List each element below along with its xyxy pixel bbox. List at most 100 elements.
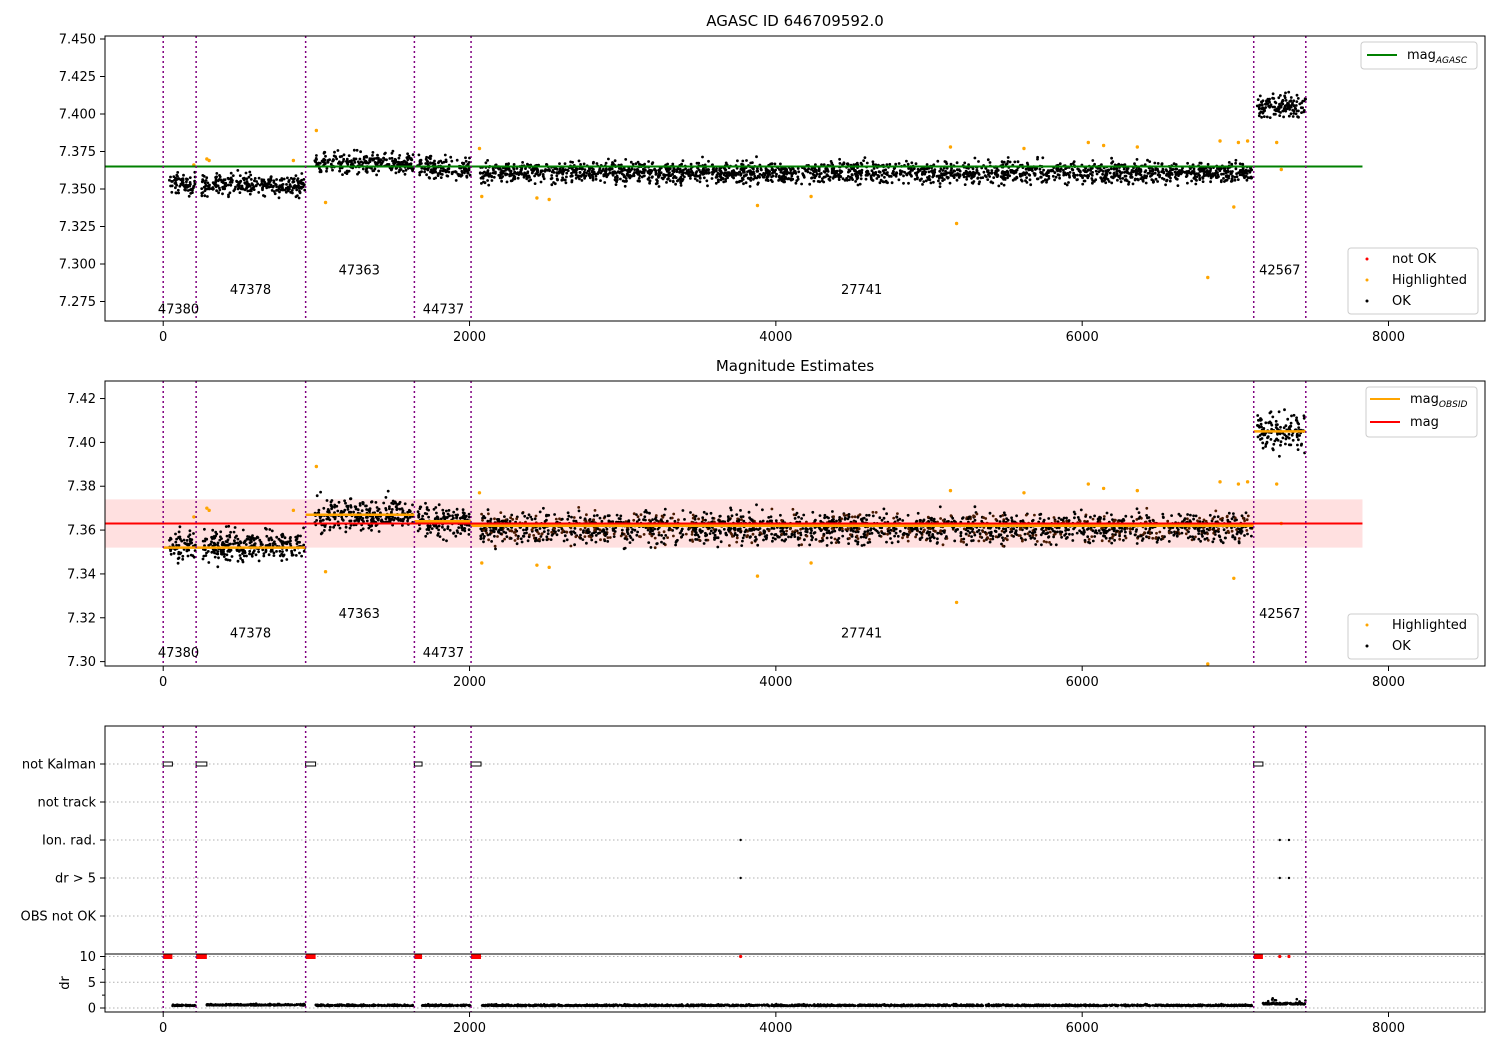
ok-point <box>1047 177 1051 180</box>
ok-point <box>428 525 432 529</box>
ok-point <box>1040 171 1044 174</box>
ok-point <box>429 170 432 174</box>
ok-point <box>390 168 393 172</box>
ok-point <box>398 154 402 157</box>
ok-point <box>329 500 333 504</box>
ok-point <box>936 537 939 541</box>
ok-point <box>280 177 284 180</box>
ok-point <box>441 508 445 512</box>
ok-point <box>1124 170 1128 174</box>
ok-point <box>1293 104 1296 108</box>
ok-point <box>217 556 220 560</box>
ok-point <box>562 170 566 173</box>
ok-point <box>1047 174 1051 178</box>
ok-point <box>1024 171 1028 175</box>
ok-point <box>619 170 622 174</box>
ok-point <box>280 183 284 187</box>
ok-point <box>1246 532 1249 536</box>
ok-point <box>455 507 459 511</box>
ok-point <box>529 515 533 519</box>
ok-point <box>182 173 185 177</box>
ok-point <box>338 160 341 164</box>
ok-point <box>1151 167 1154 171</box>
ok-point <box>1201 176 1204 179</box>
ok-point <box>593 509 597 512</box>
ok-point <box>455 529 459 533</box>
ok-point <box>623 175 627 179</box>
ok-point <box>698 176 702 180</box>
ok-point <box>698 180 702 184</box>
ok-point <box>1143 531 1146 534</box>
ok-point <box>689 167 693 171</box>
ok-point <box>331 159 335 162</box>
ok-point <box>667 168 671 172</box>
ok-point <box>446 527 450 530</box>
ok-point <box>761 508 764 512</box>
ok-point <box>690 530 694 534</box>
ok-point <box>432 507 436 511</box>
ok-point <box>1291 101 1294 105</box>
ok-point <box>444 169 447 173</box>
ok-point <box>341 519 345 522</box>
ok-point <box>300 172 304 175</box>
ok-point <box>839 175 843 179</box>
ok-point <box>603 515 607 519</box>
ok-point <box>747 510 751 514</box>
ok-point <box>982 170 986 174</box>
ok-point <box>756 174 760 178</box>
ok-point <box>394 167 398 170</box>
ok-point <box>419 159 422 163</box>
ok-point <box>464 515 467 519</box>
ok-point <box>425 507 429 511</box>
ok-point <box>434 167 437 171</box>
ok-point <box>370 528 373 532</box>
ok-point <box>1206 538 1210 542</box>
ok-point <box>1065 183 1069 187</box>
ok-point <box>608 168 611 172</box>
ok-point <box>207 561 211 564</box>
ok-point <box>501 175 505 178</box>
ok-point <box>1063 172 1067 176</box>
ok-point <box>1175 177 1179 181</box>
ok-point <box>483 181 487 185</box>
ok-point <box>497 173 501 177</box>
ok-point <box>204 179 208 182</box>
ok-point <box>748 185 752 188</box>
ok-point <box>457 526 461 529</box>
ok-point <box>1086 176 1090 180</box>
ok-point <box>437 503 441 507</box>
ok-point <box>807 167 810 171</box>
ok-point <box>1038 167 1042 171</box>
ok-point <box>1257 106 1261 109</box>
ok-point <box>442 160 446 164</box>
ok-point <box>218 178 221 181</box>
ok-point <box>971 181 975 185</box>
ok-point <box>995 170 998 174</box>
ok-point <box>858 182 862 186</box>
ok-point <box>1245 172 1249 175</box>
ok-point <box>169 549 173 553</box>
ok-point <box>1225 170 1229 174</box>
legend-agasc-upper: magAGASC <box>1360 41 1478 70</box>
ok-point <box>349 497 352 501</box>
ok-point <box>762 538 765 542</box>
highlighted-point <box>323 200 328 205</box>
ok-point <box>570 179 574 182</box>
ok-point <box>764 167 768 171</box>
ok-point <box>534 167 538 171</box>
ok-point <box>315 494 319 498</box>
ok-point <box>541 169 544 173</box>
ok-point <box>611 170 615 174</box>
ok-point <box>1175 167 1179 171</box>
ok-point <box>588 172 592 176</box>
ok-point <box>749 169 752 173</box>
ok-point <box>717 180 720 184</box>
ok-point <box>358 157 362 161</box>
ok-point <box>236 169 240 172</box>
ok-point <box>970 172 974 176</box>
ok-point <box>515 542 519 546</box>
ok-point <box>1153 161 1157 165</box>
ok-point <box>838 169 842 172</box>
ok-point <box>228 535 232 539</box>
ok-point <box>1134 173 1138 177</box>
